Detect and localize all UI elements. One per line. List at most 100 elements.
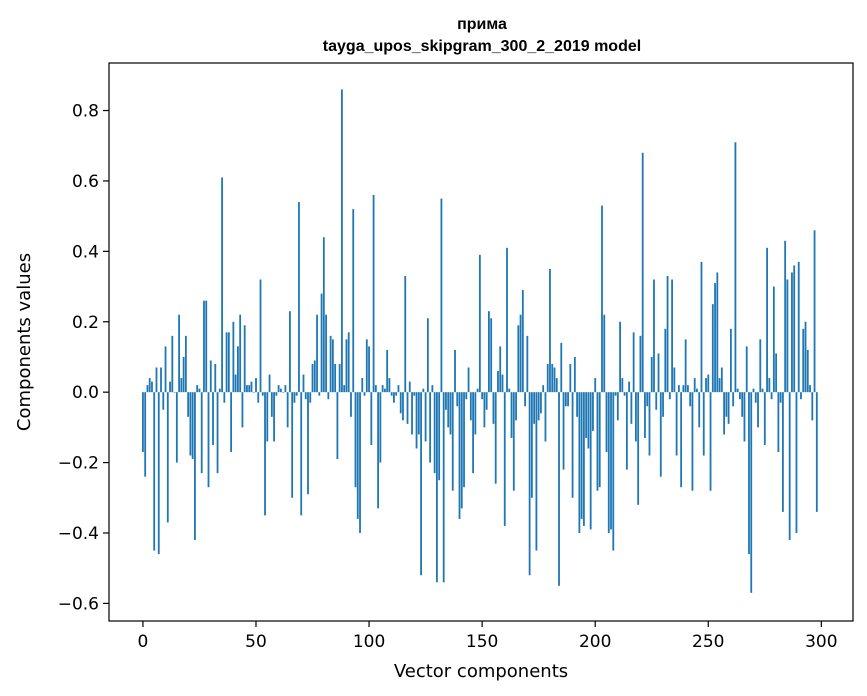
bar [268, 374, 271, 393]
bar [221, 177, 223, 393]
bar [797, 261, 800, 393]
bar [307, 392, 309, 495]
y-axis-label: Components values [14, 253, 35, 431]
bar [601, 205, 603, 393]
bar [736, 388, 739, 393]
bar [725, 392, 728, 417]
bar [619, 321, 621, 393]
bar [322, 237, 325, 393]
bar [714, 283, 716, 393]
bar [693, 378, 696, 393]
bar [696, 388, 698, 393]
bar [802, 328, 805, 393]
bar [671, 279, 673, 393]
bar [232, 321, 235, 393]
bar [748, 392, 750, 555]
bar [483, 392, 486, 428]
bar [616, 392, 619, 421]
bar [589, 392, 592, 530]
bar [157, 392, 160, 555]
bar [429, 392, 432, 463]
bar [727, 392, 730, 424]
bar [239, 314, 242, 393]
bar [519, 314, 522, 393]
bar [309, 392, 312, 403]
bar [759, 339, 762, 393]
bar [381, 385, 384, 393]
bar [786, 279, 789, 393]
bar [194, 392, 196, 541]
bar [476, 388, 479, 393]
bar [225, 332, 228, 393]
y-tick-label: 0.4 [72, 242, 99, 262]
bar [761, 388, 764, 393]
bar [499, 346, 502, 393]
bar [739, 392, 741, 400]
bar [605, 392, 608, 453]
bar [438, 392, 441, 481]
bar [275, 392, 278, 396]
x-tick-label: 300 [805, 632, 837, 652]
bar [677, 385, 680, 393]
bar [521, 290, 524, 393]
bar [791, 272, 793, 393]
bar [277, 385, 280, 393]
bar [363, 392, 366, 396]
bar [372, 195, 375, 393]
chart-title-line2: tayga_upos_skipgram_300_2_2019 model [323, 38, 641, 55]
y-tick-label: −0.6 [58, 594, 99, 614]
y-tick-label: 0.6 [72, 172, 99, 192]
bar [422, 388, 425, 393]
bar [279, 388, 282, 393]
bar [234, 374, 237, 393]
bar [255, 378, 257, 393]
bar [399, 392, 402, 414]
bar [614, 392, 617, 396]
bar [723, 392, 726, 435]
bar [184, 335, 187, 393]
bar [390, 392, 393, 396]
x-axis-ticks: 0 50 100 150 200 250 300 [138, 621, 838, 652]
bar [555, 378, 558, 393]
bar [447, 392, 450, 428]
x-tick-label: 200 [579, 632, 611, 652]
bar [603, 314, 606, 393]
bar [718, 378, 721, 393]
bar [442, 392, 445, 583]
bar [668, 392, 671, 400]
bar [551, 364, 554, 393]
bar [705, 378, 707, 393]
bar [777, 392, 780, 453]
bar [467, 367, 470, 393]
bar [576, 392, 579, 417]
bar [540, 392, 542, 414]
bar [729, 328, 732, 393]
bar [612, 392, 615, 551]
bar [635, 392, 637, 442]
bar [569, 364, 572, 393]
bar [533, 392, 536, 424]
bar [187, 392, 190, 417]
bar [553, 367, 556, 393]
bar [750, 392, 753, 593]
bar [680, 392, 683, 488]
bar [700, 261, 703, 393]
bar [578, 392, 581, 533]
bar [295, 392, 298, 396]
bar [417, 392, 420, 435]
bar [318, 392, 321, 396]
bar [413, 392, 416, 396]
bar [757, 392, 759, 428]
bar [684, 339, 687, 393]
bar [598, 392, 601, 488]
bar [537, 392, 540, 421]
bar [352, 209, 355, 393]
bar [788, 392, 791, 541]
bar [474, 392, 477, 435]
bar [655, 392, 658, 410]
bar [691, 392, 694, 491]
bar [562, 392, 565, 470]
bar [687, 385, 689, 393]
bar [327, 392, 330, 400]
bar [368, 346, 370, 393]
